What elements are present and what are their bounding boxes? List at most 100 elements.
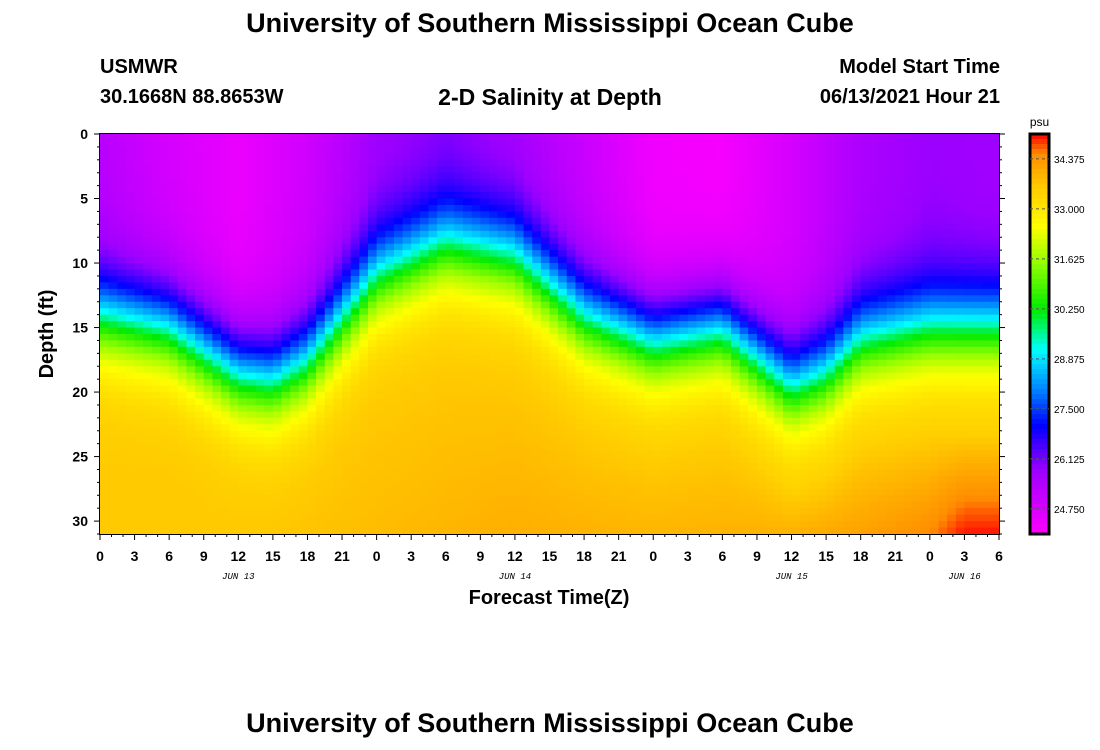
heatmap-cell — [731, 166, 741, 174]
heatmap-cell — [497, 334, 507, 342]
heatmap-cell — [540, 166, 551, 174]
heatmap-cell — [151, 379, 162, 387]
heatmap-cell — [160, 475, 170, 483]
heatmap-cell — [316, 372, 326, 380]
heatmap-cell — [264, 321, 274, 329]
heatmap-cell — [376, 159, 386, 167]
heatmap-cell — [402, 430, 412, 438]
heatmap-cell — [342, 192, 352, 200]
heatmap-cell — [722, 314, 732, 322]
heatmap-cell — [229, 411, 239, 419]
heatmap-cell — [195, 198, 205, 206]
heatmap-cell — [653, 372, 663, 380]
heatmap-cell — [359, 192, 369, 200]
heatmap-cell — [402, 424, 412, 432]
heatmap-cell — [748, 327, 758, 335]
heatmap-cell — [316, 192, 326, 200]
heatmap-cell — [566, 521, 577, 529]
heatmap-cell — [549, 256, 559, 264]
heatmap-cell — [705, 134, 715, 142]
heatmap-cell — [290, 353, 300, 361]
heatmap-cell — [774, 404, 784, 413]
heatmap-cell — [272, 327, 283, 335]
heatmap-cell — [428, 204, 438, 213]
heatmap-cell — [255, 404, 265, 413]
heatmap-cell — [428, 159, 438, 167]
heatmap-cell — [298, 224, 309, 232]
heatmap-cell — [125, 230, 136, 238]
heatmap-cell — [229, 495, 239, 503]
heatmap-cell — [445, 411, 456, 419]
heatmap-cell — [592, 224, 602, 232]
heatmap-cell — [722, 198, 732, 206]
heatmap-cell — [523, 288, 533, 296]
heatmap-cell — [731, 230, 741, 238]
heatmap-cell — [566, 211, 577, 219]
heatmap-cell — [203, 456, 213, 464]
heatmap-cell — [454, 404, 464, 413]
heatmap-cell — [151, 243, 162, 251]
heatmap-cell — [108, 192, 118, 200]
heatmap-cell — [748, 243, 758, 251]
heatmap-cell — [687, 527, 698, 535]
heatmap-cell — [748, 153, 758, 161]
heatmap-cell — [393, 456, 404, 464]
heatmap-cell — [411, 482, 421, 490]
heatmap-cell — [411, 140, 421, 148]
heatmap-cell — [212, 327, 222, 335]
heatmap-cell — [497, 308, 507, 316]
heatmap-cell — [566, 314, 577, 322]
heatmap-cell — [584, 321, 594, 329]
heatmap-cell — [618, 146, 628, 154]
heatmap-cell — [523, 192, 533, 200]
heatmap-cell — [221, 334, 231, 342]
heatmap-cell — [506, 275, 516, 283]
heatmap-cell — [298, 230, 309, 238]
heatmap-cell — [601, 288, 611, 296]
heatmap-cell — [134, 230, 144, 238]
heatmap-cell — [540, 398, 551, 406]
heatmap-cell — [774, 282, 784, 290]
heatmap-cell — [566, 514, 577, 522]
heatmap-cell — [160, 295, 170, 303]
heatmap-cell — [610, 134, 620, 142]
heatmap-cell — [255, 437, 265, 445]
heatmap-cell — [705, 308, 715, 316]
heatmap-cell — [298, 256, 309, 264]
heatmap-cell — [610, 366, 620, 374]
heatmap-cell — [264, 185, 274, 193]
heatmap-cell — [696, 417, 706, 425]
heatmap-cell — [238, 134, 248, 142]
heatmap-cell — [143, 527, 153, 535]
heatmap-cell — [108, 230, 118, 238]
heatmap-cell — [497, 463, 507, 471]
heatmap-cell — [402, 456, 412, 464]
heatmap-cell — [402, 308, 412, 316]
heatmap-cell — [169, 450, 179, 458]
heatmap-cell — [679, 340, 689, 348]
heatmap-cell — [601, 514, 611, 522]
heatmap-cell — [238, 269, 248, 277]
heatmap-cell — [151, 217, 162, 225]
heatmap-cell — [186, 430, 196, 438]
heatmap-cell — [731, 243, 741, 251]
heatmap-cell — [342, 450, 352, 458]
heatmap-cell — [298, 527, 309, 535]
heatmap-cell — [342, 134, 352, 142]
heatmap-cell — [661, 301, 672, 309]
heatmap-cell — [575, 275, 585, 283]
heatmap-cell — [731, 411, 741, 419]
heatmap-cell — [566, 379, 577, 387]
heatmap-cell — [359, 314, 369, 322]
heatmap-cell — [402, 159, 412, 167]
heatmap-cell — [506, 295, 516, 303]
heatmap-cell — [333, 301, 343, 309]
heatmap-cell — [359, 488, 369, 496]
heatmap-cell — [195, 217, 205, 225]
heatmap-cell — [601, 185, 611, 193]
heatmap-cell — [644, 372, 654, 380]
heatmap-cell — [644, 359, 654, 367]
heatmap-cell — [359, 463, 369, 471]
heatmap-cell — [627, 314, 637, 322]
heatmap-cell — [221, 172, 231, 180]
